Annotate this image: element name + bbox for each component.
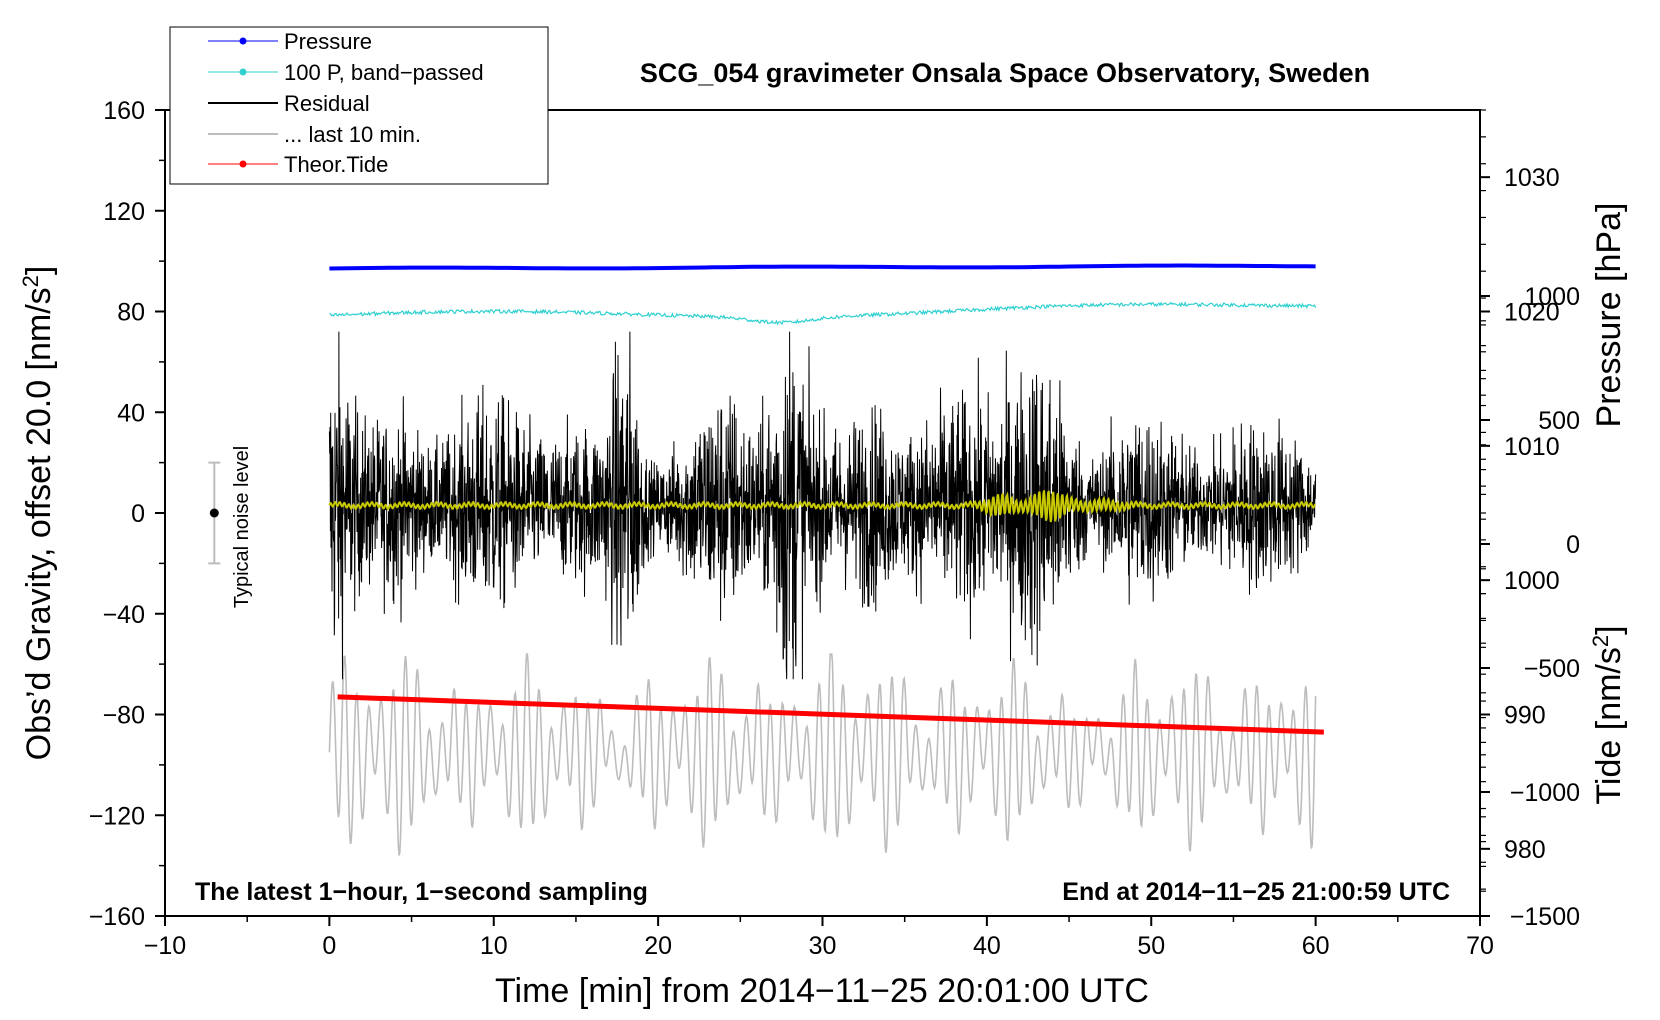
y-tick-label: 40 (117, 399, 145, 427)
noise-bar-center (209, 508, 219, 518)
end-time-annotation: End at 2014−11−25 21:00:59 UTC (1062, 878, 1450, 906)
y-tick-label: −80 (103, 702, 145, 730)
x-tick-label: 30 (809, 932, 837, 960)
pressure-axis-label: Pressure [hPa] (1590, 203, 1628, 428)
x-tick-label: 10 (480, 932, 508, 960)
y-tick-label: 120 (103, 198, 145, 226)
x-tick-label: −10 (144, 932, 186, 960)
pressure-tick-label: 1000 (1504, 567, 1560, 595)
y-tick-label: 160 (103, 97, 145, 125)
x-tick-label: 40 (973, 932, 1001, 960)
series-theor-tide (337, 694, 1324, 735)
pressure-tick-label: 1020 (1504, 299, 1560, 327)
x-tick-label: 20 (644, 932, 672, 960)
series-band-passed (329, 300, 1317, 326)
pressure-tick-label: 1030 (1504, 164, 1560, 192)
tide-tick-label: 500 (1538, 407, 1580, 435)
tide-axis-label: Tide [nm/s2] (1588, 625, 1629, 804)
legend-label-theor-tide: Theor.Tide (284, 152, 388, 177)
tide-tick-label: 0 (1566, 531, 1580, 559)
legend-label-pressure: Pressure (284, 29, 372, 54)
legend-label-last-10-min: ... last 10 min. (284, 122, 421, 147)
chart-title: SCG_054 gravimeter Onsala Space Observat… (640, 58, 1370, 88)
x-axis-label: Time [min] from 2014−11−25 20:01:00 UTC (495, 972, 1149, 1010)
y-tick-label: −40 (103, 601, 145, 629)
series-pressure (329, 263, 1316, 271)
legend-marker-band-passed (239, 68, 247, 76)
sampling-annotation: The latest 1−hour, 1−second sampling (195, 878, 648, 906)
y-tick-label: −160 (89, 903, 145, 931)
x-tick-label: 60 (1302, 932, 1330, 960)
series-smoothed-residual (328, 490, 1316, 523)
pressure-tick-label: 1010 (1504, 433, 1560, 461)
y-axis-label: Obs’d Gravity, offset 20.0 [nm/s2] (18, 266, 59, 761)
tide-axis-label-end: ] (1590, 625, 1628, 634)
legend-label-residual: Residual (284, 91, 370, 116)
tide-tick-label: −1500 (1510, 903, 1580, 931)
y-axis-label-sup: 2 (18, 275, 43, 287)
tide-axis-label-main: Tide [nm/s (1590, 647, 1628, 804)
series-residual (328, 331, 1317, 680)
y-tick-label: 0 (131, 500, 145, 528)
legend-label-band-passed: 100 P, band−passed (284, 60, 484, 85)
y-axis-label-main: Obs’d Gravity, offset 20.0 [nm/s (20, 287, 58, 760)
y-tick-label: 80 (117, 299, 145, 327)
plot-area (208, 263, 1324, 856)
x-tick-label: 70 (1466, 932, 1494, 960)
y-tick-label: −120 (89, 802, 145, 830)
pressure-tick-label: 990 (1504, 702, 1546, 730)
y-axis-label-end: ] (20, 266, 58, 275)
x-tick-label: 50 (1137, 932, 1165, 960)
legend: Pressure 100 P, band−passed Residual ...… (169, 26, 549, 185)
x-tick-label: 0 (322, 932, 336, 960)
tide-tick-label: 1000 (1524, 283, 1580, 311)
legend-marker-theor-tide (239, 160, 247, 168)
series-last-10-min (328, 653, 1317, 856)
tide-tick-label: −1000 (1510, 779, 1580, 807)
legend-marker-pressure (239, 37, 247, 45)
tide-tick-label: −500 (1524, 655, 1580, 683)
pressure-tick-label: 980 (1504, 836, 1546, 864)
axes: −10 0 10 20 30 40 50 60 70−160−120−80−4004080120… (89, 97, 1580, 960)
tide-axis-label-sup: 2 (1588, 635, 1613, 647)
legend-box (169, 26, 549, 185)
noise-level-label: Typical noise level (231, 446, 253, 608)
